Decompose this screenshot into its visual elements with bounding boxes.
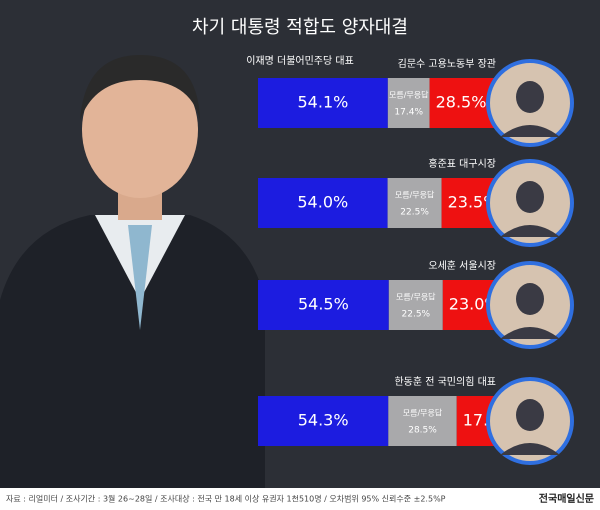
category-name: 모름/무응답 [396,292,436,302]
bar-segment [387,178,442,228]
candidate-silhouette [500,283,560,339]
candidate-silhouette [500,81,560,137]
bar-segment [258,78,388,128]
value-label: 54.3% [298,411,349,430]
value-label: 22.5% [402,310,431,320]
bar-segment [387,78,430,128]
value-label: 54.0% [297,193,348,212]
bar-segment [388,280,443,330]
value-label: 22.5% [400,208,429,218]
source: 자료 : 리얼미터 / 조사기간 : 3월 26~28일 / 조사대상 : 전국… [6,494,446,504]
value-label: 17.4% [394,108,423,118]
portrait [0,55,265,510]
category-name: 모름/무응답 [403,408,443,418]
bar-segment [388,396,457,446]
value-label: 28.5% [436,93,487,112]
category-name: 모름/무응답 [389,90,429,100]
bar-segment [258,396,389,446]
value-label: 54.5% [298,295,349,314]
bar-segment [258,280,389,330]
value-label: 54.1% [298,93,349,112]
candidate-silhouette [500,399,560,455]
category-label: 홍준표 대구시장 [428,157,496,170]
value-label: 28.5% [408,426,437,436]
publisher: 전국매일신문 [539,492,594,505]
value-label: 23.5% [448,193,499,212]
bar-segment [258,178,388,228]
category-name: 모름/무응답 [395,190,435,200]
chart-title: 차기 대통령 적합도 양자대결 [192,17,408,38]
category-label: 김문수 고용노동부 장관 [398,58,496,70]
category-label: 오세훈 서울시장 [428,259,496,272]
candidate-silhouette [500,181,560,237]
category-label: 한동훈 전 국민의힘 대표 [394,375,496,388]
footer [0,488,600,510]
series-label: 이재명 더불어민주당 대표 [246,55,354,67]
